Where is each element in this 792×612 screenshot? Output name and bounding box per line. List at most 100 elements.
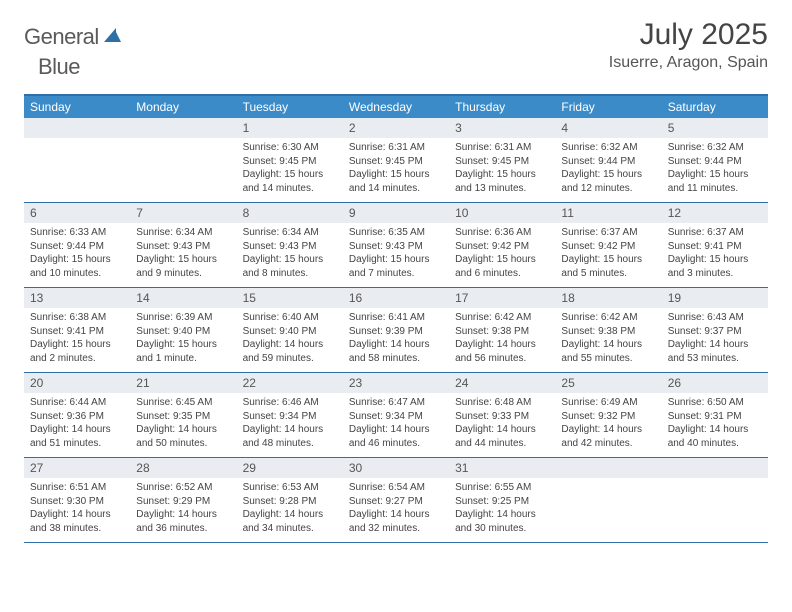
day-details: Sunrise: 6:34 AMSunset: 9:43 PMDaylight:…	[237, 223, 343, 286]
day-details: Sunrise: 6:54 AMSunset: 9:27 PMDaylight:…	[343, 478, 449, 541]
day-cell: 4Sunrise: 6:32 AMSunset: 9:44 PMDaylight…	[555, 118, 661, 202]
day-cell: 21Sunrise: 6:45 AMSunset: 9:35 PMDayligh…	[130, 373, 236, 457]
day-details: Sunrise: 6:40 AMSunset: 9:40 PMDaylight:…	[237, 308, 343, 371]
day-number: 4	[555, 118, 661, 138]
day-details: Sunrise: 6:48 AMSunset: 9:33 PMDaylight:…	[449, 393, 555, 456]
day-number: 20	[24, 373, 130, 393]
day-cell: 18Sunrise: 6:42 AMSunset: 9:38 PMDayligh…	[555, 288, 661, 372]
day-cell: 19Sunrise: 6:43 AMSunset: 9:37 PMDayligh…	[662, 288, 768, 372]
empty-day	[662, 458, 768, 478]
day-cell	[662, 458, 768, 542]
sail-icon	[102, 26, 122, 49]
day-cell: 5Sunrise: 6:32 AMSunset: 9:44 PMDaylight…	[662, 118, 768, 202]
day-details: Sunrise: 6:42 AMSunset: 9:38 PMDaylight:…	[555, 308, 661, 371]
day-number: 25	[555, 373, 661, 393]
day-cell: 26Sunrise: 6:50 AMSunset: 9:31 PMDayligh…	[662, 373, 768, 457]
day-details: Sunrise: 6:32 AMSunset: 9:44 PMDaylight:…	[555, 138, 661, 201]
brand-word-2: Blue	[24, 54, 80, 80]
title-block: July 2025 Isuerre, Aragon, Spain	[609, 18, 768, 72]
day-details: Sunrise: 6:33 AMSunset: 9:44 PMDaylight:…	[24, 223, 130, 286]
day-cell: 1Sunrise: 6:30 AMSunset: 9:45 PMDaylight…	[237, 118, 343, 202]
day-number: 28	[130, 458, 236, 478]
day-number: 8	[237, 203, 343, 223]
day-cell: 14Sunrise: 6:39 AMSunset: 9:40 PMDayligh…	[130, 288, 236, 372]
day-number: 16	[343, 288, 449, 308]
brand-word-1: General	[24, 24, 99, 50]
calendar-grid: SundayMondayTuesdayWednesdayThursdayFrid…	[24, 94, 768, 543]
day-cell: 11Sunrise: 6:37 AMSunset: 9:42 PMDayligh…	[555, 203, 661, 287]
day-cell: 8Sunrise: 6:34 AMSunset: 9:43 PMDaylight…	[237, 203, 343, 287]
day-number: 29	[237, 458, 343, 478]
brand-logo: General	[24, 18, 124, 50]
day-number: 31	[449, 458, 555, 478]
day-number: 5	[662, 118, 768, 138]
day-number: 10	[449, 203, 555, 223]
day-cell: 9Sunrise: 6:35 AMSunset: 9:43 PMDaylight…	[343, 203, 449, 287]
day-cell: 25Sunrise: 6:49 AMSunset: 9:32 PMDayligh…	[555, 373, 661, 457]
day-number: 12	[662, 203, 768, 223]
day-cell: 15Sunrise: 6:40 AMSunset: 9:40 PMDayligh…	[237, 288, 343, 372]
day-details: Sunrise: 6:52 AMSunset: 9:29 PMDaylight:…	[130, 478, 236, 541]
day-cell: 2Sunrise: 6:31 AMSunset: 9:45 PMDaylight…	[343, 118, 449, 202]
day-details: Sunrise: 6:42 AMSunset: 9:38 PMDaylight:…	[449, 308, 555, 371]
day-number: 22	[237, 373, 343, 393]
day-number: 7	[130, 203, 236, 223]
day-number: 14	[130, 288, 236, 308]
day-details: Sunrise: 6:30 AMSunset: 9:45 PMDaylight:…	[237, 138, 343, 201]
day-details: Sunrise: 6:53 AMSunset: 9:28 PMDaylight:…	[237, 478, 343, 541]
day-number: 24	[449, 373, 555, 393]
day-details: Sunrise: 6:37 AMSunset: 9:42 PMDaylight:…	[555, 223, 661, 286]
day-details: Sunrise: 6:34 AMSunset: 9:43 PMDaylight:…	[130, 223, 236, 286]
calendar-page: General July 2025 Isuerre, Aragon, Spain…	[0, 0, 792, 543]
day-details: Sunrise: 6:51 AMSunset: 9:30 PMDaylight:…	[24, 478, 130, 541]
day-cell: 7Sunrise: 6:34 AMSunset: 9:43 PMDaylight…	[130, 203, 236, 287]
empty-day	[130, 118, 236, 138]
day-cell: 13Sunrise: 6:38 AMSunset: 9:41 PMDayligh…	[24, 288, 130, 372]
week-row: 20Sunrise: 6:44 AMSunset: 9:36 PMDayligh…	[24, 373, 768, 458]
day-number: 17	[449, 288, 555, 308]
day-cell: 10Sunrise: 6:36 AMSunset: 9:42 PMDayligh…	[449, 203, 555, 287]
day-number: 21	[130, 373, 236, 393]
day-cell: 27Sunrise: 6:51 AMSunset: 9:30 PMDayligh…	[24, 458, 130, 542]
day-cell: 31Sunrise: 6:55 AMSunset: 9:25 PMDayligh…	[449, 458, 555, 542]
day-cell	[24, 118, 130, 202]
day-cell	[555, 458, 661, 542]
day-details: Sunrise: 6:55 AMSunset: 9:25 PMDaylight:…	[449, 478, 555, 541]
day-number: 3	[449, 118, 555, 138]
day-cell: 12Sunrise: 6:37 AMSunset: 9:41 PMDayligh…	[662, 203, 768, 287]
day-details: Sunrise: 6:39 AMSunset: 9:40 PMDaylight:…	[130, 308, 236, 371]
day-cell: 20Sunrise: 6:44 AMSunset: 9:36 PMDayligh…	[24, 373, 130, 457]
weeks-container: 1Sunrise: 6:30 AMSunset: 9:45 PMDaylight…	[24, 118, 768, 543]
day-details: Sunrise: 6:32 AMSunset: 9:44 PMDaylight:…	[662, 138, 768, 201]
empty-day	[24, 118, 130, 138]
day-number: 1	[237, 118, 343, 138]
day-cell: 6Sunrise: 6:33 AMSunset: 9:44 PMDaylight…	[24, 203, 130, 287]
empty-day	[555, 458, 661, 478]
day-details: Sunrise: 6:36 AMSunset: 9:42 PMDaylight:…	[449, 223, 555, 286]
day-number: 11	[555, 203, 661, 223]
dow-header-cell: Sunday	[24, 96, 130, 118]
day-cell: 22Sunrise: 6:46 AMSunset: 9:34 PMDayligh…	[237, 373, 343, 457]
week-row: 27Sunrise: 6:51 AMSunset: 9:30 PMDayligh…	[24, 458, 768, 543]
day-cell: 3Sunrise: 6:31 AMSunset: 9:45 PMDaylight…	[449, 118, 555, 202]
day-details: Sunrise: 6:45 AMSunset: 9:35 PMDaylight:…	[130, 393, 236, 456]
day-details: Sunrise: 6:31 AMSunset: 9:45 PMDaylight:…	[449, 138, 555, 201]
day-cell: 24Sunrise: 6:48 AMSunset: 9:33 PMDayligh…	[449, 373, 555, 457]
day-cell: 16Sunrise: 6:41 AMSunset: 9:39 PMDayligh…	[343, 288, 449, 372]
day-cell: 28Sunrise: 6:52 AMSunset: 9:29 PMDayligh…	[130, 458, 236, 542]
day-details: Sunrise: 6:49 AMSunset: 9:32 PMDaylight:…	[555, 393, 661, 456]
dow-header-cell: Friday	[555, 96, 661, 118]
day-number: 23	[343, 373, 449, 393]
day-number: 9	[343, 203, 449, 223]
day-details: Sunrise: 6:44 AMSunset: 9:36 PMDaylight:…	[24, 393, 130, 456]
week-row: 6Sunrise: 6:33 AMSunset: 9:44 PMDaylight…	[24, 203, 768, 288]
dow-header-cell: Tuesday	[237, 96, 343, 118]
dow-header-row: SundayMondayTuesdayWednesdayThursdayFrid…	[24, 96, 768, 118]
day-cell: 23Sunrise: 6:47 AMSunset: 9:34 PMDayligh…	[343, 373, 449, 457]
dow-header-cell: Monday	[130, 96, 236, 118]
day-number: 30	[343, 458, 449, 478]
dow-header-cell: Wednesday	[343, 96, 449, 118]
day-details: Sunrise: 6:41 AMSunset: 9:39 PMDaylight:…	[343, 308, 449, 371]
day-number: 6	[24, 203, 130, 223]
week-row: 13Sunrise: 6:38 AMSunset: 9:41 PMDayligh…	[24, 288, 768, 373]
